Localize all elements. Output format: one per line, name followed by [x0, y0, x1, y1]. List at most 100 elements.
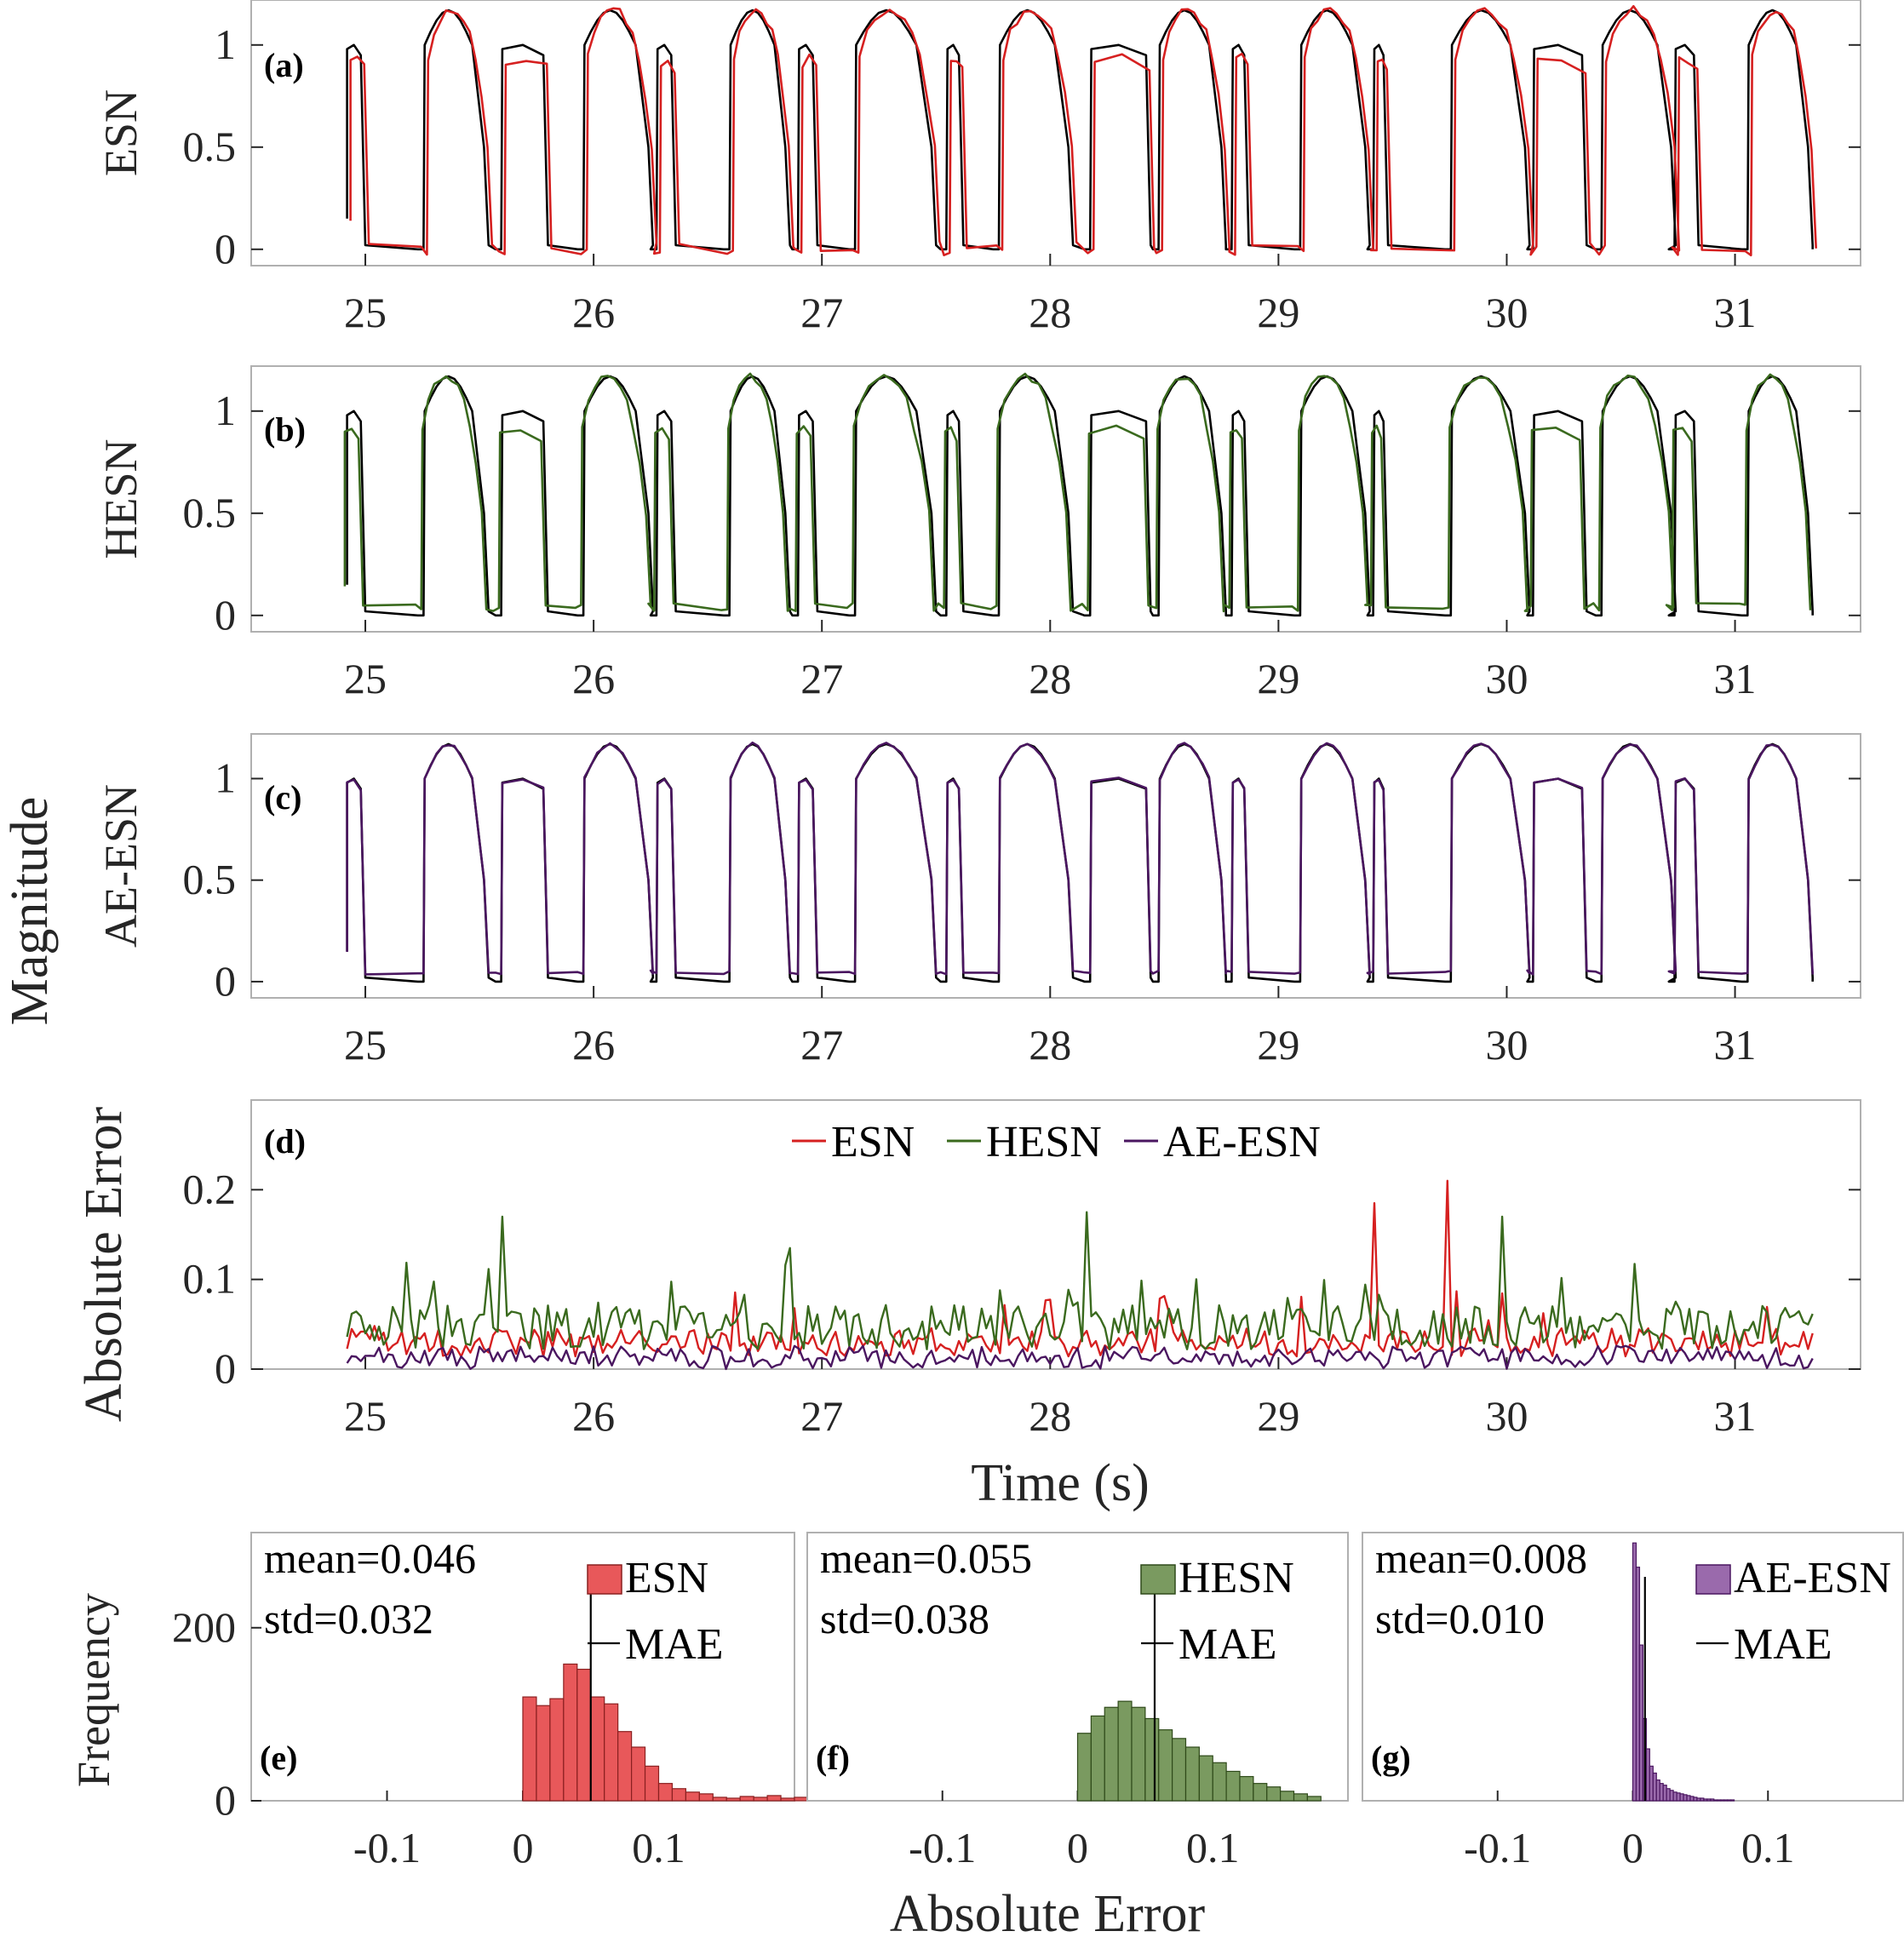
panel-d-xtick-label: 31	[1714, 1392, 1757, 1440]
panel-b-xtick-label: 29	[1257, 655, 1299, 702]
panel-d-xtick-label: 28	[1029, 1392, 1071, 1440]
panel-f-legend-series: HESN	[1179, 1554, 1294, 1602]
panel-g-legend-swatch	[1695, 1564, 1731, 1595]
abs-error-y-label: Absolute Error	[75, 1107, 133, 1423]
panel-f-bar	[1131, 1706, 1146, 1802]
panel-e-bar	[712, 1797, 727, 1802]
panel-c-xtick-label: 30	[1485, 1021, 1528, 1069]
panel-c-xtick-label: 27	[800, 1021, 843, 1069]
panel-e-bar	[794, 1797, 809, 1802]
panel-f-bar	[1239, 1775, 1254, 1802]
panel-e-bar	[549, 1698, 565, 1802]
panel-c-xtick-label: 26	[572, 1021, 615, 1069]
panel-a-xtick-label: 25	[344, 289, 387, 336]
panel-e-legend-series: ESN	[625, 1554, 708, 1602]
panel-d-xtick-label: 29	[1257, 1392, 1299, 1440]
panel-f-bar	[1090, 1715, 1105, 1802]
panel-e-bar	[563, 1663, 578, 1802]
panel-e-bar	[617, 1731, 633, 1802]
panel-e-xtick-label: 0	[513, 1824, 534, 1871]
panel-e-bar	[698, 1793, 714, 1802]
panel-b-ytick-label: 1	[215, 387, 236, 434]
panel-c-series-prediction	[346, 741, 1814, 976]
panel-f-bar	[1225, 1770, 1241, 1802]
panel-e-bar	[739, 1796, 754, 1802]
panel-f-xtick-label: -0.1	[909, 1824, 976, 1871]
panel-c-ytick-label: 0	[215, 957, 236, 1005]
panel-d-series-ae-esn	[346, 1344, 1814, 1371]
panel-e-mean: mean=0.046	[264, 1534, 476, 1582]
panel-f-bar	[1076, 1733, 1092, 1802]
panel-d-ytick-label: 0.1	[183, 1255, 237, 1303]
panel-d-series-esn	[346, 1179, 1814, 1358]
panel-d-xtick-label: 26	[572, 1392, 615, 1440]
panel-g-legend-mae: MAE	[1734, 1620, 1832, 1669]
panel-f-mean: mean=0.055	[820, 1534, 1032, 1582]
panel-f-bar	[1266, 1786, 1282, 1802]
panel-e-bar	[522, 1696, 537, 1802]
panel-b-tag: (b)	[264, 410, 306, 449]
panel-a-ytick-label: 0	[215, 225, 236, 272]
panel-e-ytick-label: 200	[172, 1603, 236, 1651]
panel-b-xtick-label: 28	[1029, 655, 1071, 702]
panel-d-ytick-label: 0	[215, 1344, 236, 1392]
panel-e-legend-swatch	[587, 1564, 622, 1595]
panel-b-ytick-label: 0	[215, 591, 236, 639]
panel-e-bar	[604, 1703, 619, 1802]
panel-c-frame	[250, 733, 1861, 999]
panel-f-bar	[1212, 1762, 1227, 1802]
time-label: Time (s)	[971, 1454, 1150, 1512]
panel-a-ytick-label: 0.5	[183, 123, 237, 170]
panel-e-tag: (e)	[260, 1739, 297, 1777]
panel-c-ylabel: AE-ESN	[95, 784, 146, 948]
panel-f-bar	[1280, 1791, 1295, 1802]
panel-f-bar	[1306, 1796, 1322, 1802]
panel-f-tag: (f)	[816, 1739, 850, 1777]
panel-a-frame	[250, 0, 1861, 266]
panel-c-xtick-label: 25	[344, 1021, 387, 1069]
panel-f-bar	[1184, 1746, 1200, 1802]
panel-g-legend-series: AE-ESN	[1734, 1554, 1891, 1602]
frequency-label: Frequency	[68, 1593, 119, 1787]
panel-a-xtick-label: 27	[800, 289, 843, 336]
panel-e-bar	[630, 1746, 646, 1802]
panel-e-ytick-label: 0	[215, 1776, 236, 1824]
panel-f-xtick-label: 0	[1067, 1824, 1088, 1871]
panel-a-xtick-label: 26	[572, 289, 615, 336]
panel-d-legend-label: HESN	[986, 1118, 1102, 1166]
panel-b-ytick-label: 0.5	[183, 489, 237, 536]
panel-a-series-target	[346, 9, 1814, 251]
panel-b-series-target	[346, 375, 1814, 617]
panel-e-bar	[657, 1783, 674, 1802]
panel-e-xtick-label: 0.1	[632, 1824, 685, 1871]
panel-f-bar	[1117, 1700, 1133, 1802]
panel-g-xtick-label: 0	[1622, 1824, 1643, 1871]
panel-e-bar	[590, 1696, 605, 1802]
panel-b-xtick-label: 26	[572, 655, 615, 702]
panel-f-legend-swatch	[1140, 1564, 1176, 1595]
panel-b-frame	[250, 365, 1861, 633]
panel-g-xtick-label: -0.1	[1464, 1824, 1531, 1871]
panel-c-xtick-label: 29	[1257, 1021, 1299, 1069]
panel-a-tag: (a)	[264, 46, 304, 84]
panel-c-xtick-label: 28	[1029, 1021, 1071, 1069]
magnitude-label: Magnitude	[1, 797, 59, 1026]
panel-b-xtick-label: 27	[800, 655, 843, 702]
panel-d-tag: (d)	[264, 1122, 306, 1160]
panel-f-bar	[1293, 1793, 1308, 1802]
panel-d-ytick-label: 0.2	[183, 1165, 237, 1212]
panel-a-xtick-label: 29	[1257, 289, 1299, 336]
panel-d-xtick-label: 30	[1485, 1392, 1528, 1440]
panel-b-series-prediction	[343, 372, 1812, 613]
panel-b-ylabel: HESN	[95, 438, 146, 559]
panel-e-bar	[725, 1797, 741, 1802]
panel-f-std: std=0.038	[820, 1595, 989, 1642]
panel-f-bar	[1253, 1783, 1268, 1802]
panel-f-xtick-label: 0.1	[1186, 1824, 1240, 1871]
panel-f-bar	[1198, 1755, 1213, 1802]
panel-d-xtick-label: 25	[344, 1392, 387, 1440]
panel-e-xtick-label: -0.1	[353, 1824, 421, 1871]
panel-c-ytick-label: 1	[215, 754, 236, 801]
panel-g-std: std=0.010	[1375, 1595, 1545, 1642]
